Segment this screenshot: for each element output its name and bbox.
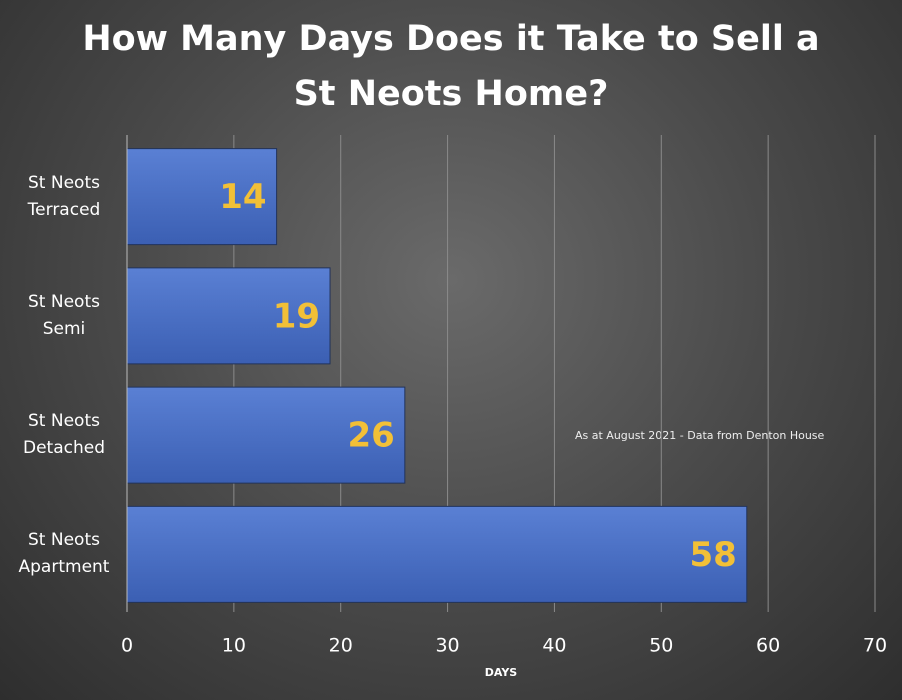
annotation: As at August 2021 - Data from Denton Hou…: [575, 429, 825, 442]
x-tick-label: 70: [863, 635, 887, 657]
y-tick-label: St Neots Detached: [22, 411, 105, 459]
x-tick-label: 40: [542, 635, 566, 657]
x-tick-label: 20: [329, 635, 353, 657]
chart-title: How Many Days Does it Take to Sell a St …: [82, 19, 820, 114]
y-tick-label: St Neots Terraced: [27, 172, 101, 220]
x-tick-label: 10: [222, 635, 246, 657]
bar: [126, 148, 278, 246]
value-label: 14: [219, 177, 266, 217]
value-label: 19: [273, 296, 320, 336]
x-axis-label: DAYS: [485, 666, 518, 679]
x-tick-label: 60: [756, 635, 780, 657]
bar: [126, 505, 748, 603]
y-tick-label: St Neots Semi: [28, 291, 100, 339]
y-tick-label: St Neots Apartment: [18, 530, 110, 578]
x-tick-label: 0: [121, 635, 133, 657]
bar: [126, 386, 406, 484]
value-label: 26: [348, 416, 395, 456]
value-label: 58: [689, 535, 736, 575]
x-tick-label: 30: [435, 635, 459, 657]
x-tick-label: 50: [649, 635, 673, 657]
bar: [126, 267, 331, 365]
